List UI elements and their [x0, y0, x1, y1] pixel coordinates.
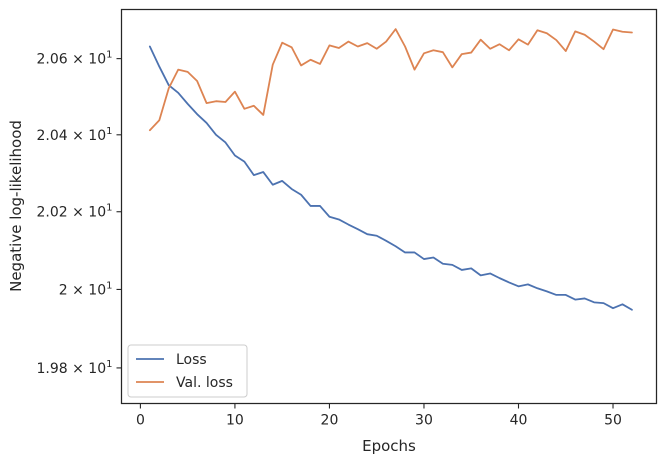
- series-line-val-loss: [148, 28, 633, 132]
- x-tick-label: 0: [136, 413, 145, 429]
- y-tick-label: 1.98 × 101: [37, 359, 113, 377]
- x-axis-ticks: 0 10 20 30 40 50: [136, 403, 622, 429]
- y-axis-title: Negative log-likelihood: [7, 120, 25, 292]
- legend-box: [127, 344, 248, 398]
- x-tick-label: 40: [510, 413, 528, 429]
- y-tick-label: 2.06 × 101: [37, 50, 113, 68]
- x-tick-label: 50: [604, 413, 622, 429]
- legend-label-val-loss: Val. loss: [176, 375, 233, 391]
- plot-frame: [120, 8, 658, 405]
- legend-label-loss: Loss: [176, 352, 207, 368]
- x-tick-label: 20: [321, 413, 339, 429]
- y-tick-label: 2.04 × 101: [37, 126, 113, 144]
- x-tick-label: 30: [415, 413, 433, 429]
- legend: Loss Val. loss: [127, 344, 248, 398]
- series-lines: [148, 28, 633, 311]
- y-axis-ticks: 1.98 × 101 2 × 101 2.02 × 101 2.04 × 101 2.0…: [37, 50, 122, 377]
- series-line-loss: [148, 45, 633, 311]
- y-tick-label: 2 × 101: [59, 280, 113, 298]
- x-axis-title: Epochs: [362, 437, 416, 455]
- x-tick-label: 10: [226, 413, 244, 429]
- y-tick-label: 2.02 × 101: [37, 203, 113, 221]
